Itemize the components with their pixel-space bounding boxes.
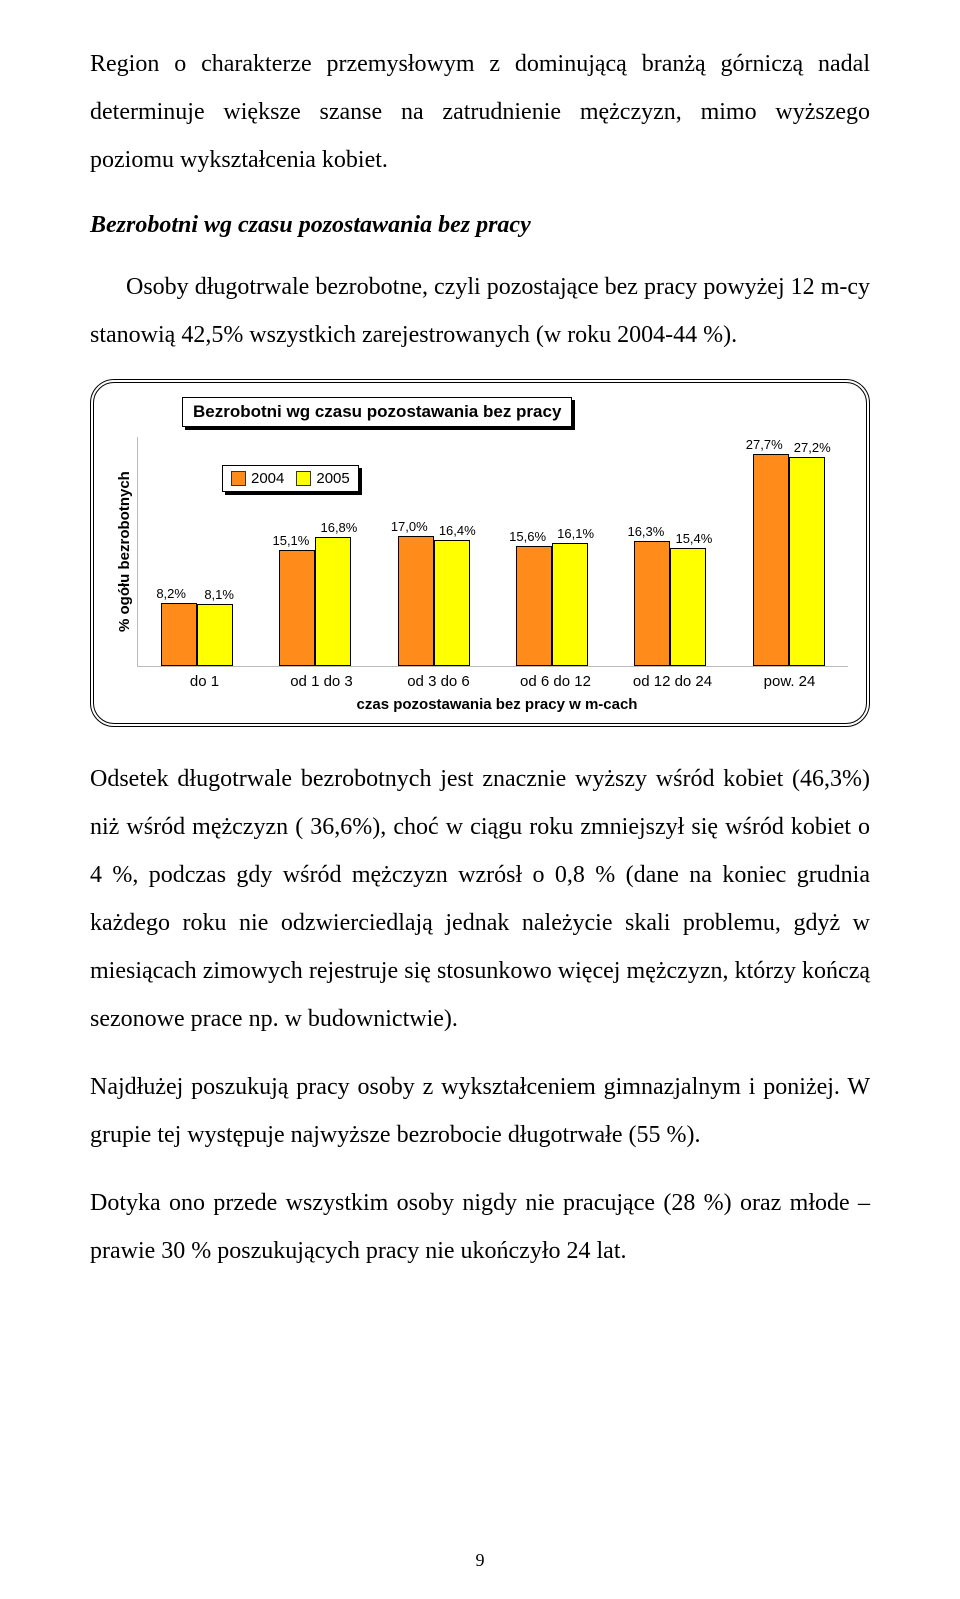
bar-value-label: 15,6%: [509, 529, 543, 544]
bar-value-label: 8,2%: [154, 586, 188, 601]
paragraph: Odsetek długotrwale bezrobotnych jest zn…: [90, 755, 870, 1043]
bar-value-label: 16,4%: [439, 523, 473, 538]
bar-value-label: 16,8%: [320, 520, 354, 535]
bar-value-label: 15,4%: [675, 531, 709, 546]
bar-2005: 27,2%: [789, 457, 825, 666]
bar-2005: 15,4%: [670, 548, 706, 666]
legend-swatch-2004: [231, 471, 246, 486]
legend-label-2004: 2004: [251, 470, 284, 487]
x-axis-tick: do 1: [162, 673, 248, 690]
bar-2005: 8,1%: [197, 604, 233, 666]
x-axis-tick: od 12 do 24: [630, 673, 716, 690]
chart-container: Bezrobotni wg czasu pozostawania bez pra…: [90, 379, 870, 727]
chart-plot-area: 2004 2005 8,2%8,1%15,1%16,8%17,0%16,4%15…: [137, 437, 848, 667]
bar-2005: 16,8%: [315, 537, 351, 666]
x-axis-tick: od 1 do 3: [279, 673, 365, 690]
chart-y-axis-label: % ogółu bezrobotnych: [112, 437, 137, 667]
paragraph: Najdłużej poszukują pracy osoby z wykszt…: [90, 1063, 870, 1159]
bar-2004: 27,7%: [753, 454, 789, 666]
legend-swatch-2005: [296, 471, 311, 486]
bar-value-label: 15,1%: [272, 533, 306, 548]
bar-value-label: 16,3%: [627, 524, 661, 539]
bar-2004: 8,2%: [161, 603, 197, 666]
section-heading: Bezrobotni wg czasu pozostawania bez pra…: [90, 212, 870, 239]
legend-item-2004: 2004: [231, 470, 284, 487]
paragraph: Dotyka ono przede wszystkim osoby nigdy …: [90, 1179, 870, 1275]
bar-value-label: 17,0%: [391, 519, 425, 534]
bar-2004: 15,1%: [279, 550, 315, 666]
x-axis-tick: od 3 do 6: [396, 673, 482, 690]
x-axis-tick: od 6 do 12: [513, 673, 599, 690]
bar-value-label: 16,1%: [557, 526, 591, 541]
bar-group: 15,6%16,1%: [509, 543, 595, 666]
bar-group: 15,1%16,8%: [272, 537, 358, 666]
legend-item-2005: 2005: [296, 470, 349, 487]
bar-2004: 15,6%: [516, 546, 552, 666]
chart-title: Bezrobotni wg czasu pozostawania bez pra…: [182, 397, 572, 427]
paragraph: Osoby długotrwale bezrobotne, czyli pozo…: [90, 263, 870, 359]
bar-group: 8,2%8,1%: [154, 603, 240, 666]
bar-2005: 16,4%: [434, 540, 470, 666]
bar-2004: 16,3%: [634, 541, 670, 666]
x-axis-tick: pow. 24: [747, 673, 833, 690]
bar-2005: 16,1%: [552, 543, 588, 666]
bar-group: 16,3%15,4%: [627, 541, 713, 666]
bar-value-label: 27,2%: [794, 440, 828, 455]
paragraph: Region o charakterze przemysłowym z domi…: [90, 40, 870, 184]
bar-value-label: 8,1%: [202, 587, 236, 602]
bar-group: 27,7%27,2%: [746, 454, 832, 666]
page-number: 9: [0, 1550, 960, 1571]
legend-label-2005: 2005: [316, 470, 349, 487]
chart-x-axis-ticks: do 1 od 1 do 3 od 3 do 6 od 6 do 12 od 12 do…: [146, 673, 848, 690]
chart-x-axis-label: czas pozostawania bez pracy w m-cach: [146, 696, 848, 713]
bar-2004: 17,0%: [398, 536, 434, 666]
chart-legend: 2004 2005: [222, 465, 359, 492]
bar-group: 17,0%16,4%: [391, 536, 477, 666]
bar-value-label: 27,7%: [746, 437, 780, 452]
